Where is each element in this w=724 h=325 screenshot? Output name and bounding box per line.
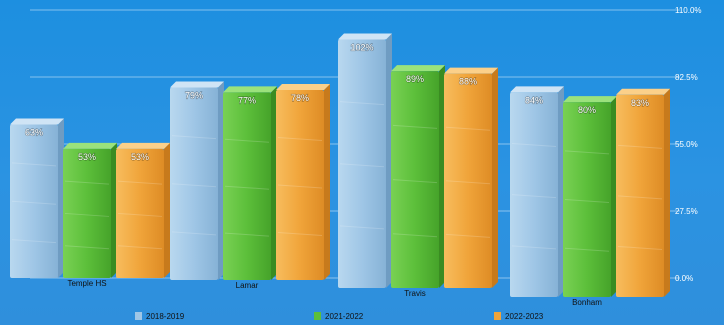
bar (563, 96, 617, 297)
legend-label: 2018-2019 (146, 312, 185, 321)
data-label: 102% (350, 42, 373, 52)
x-tick-label: Bonham (572, 298, 602, 307)
bar (338, 33, 392, 289)
data-label: 80% (578, 105, 596, 115)
data-label: 84% (525, 95, 543, 105)
legend-item: 2022-2023 (494, 312, 544, 321)
bar (510, 86, 564, 297)
bar (63, 142, 117, 278)
legend-swatch (135, 312, 142, 320)
data-label: 77% (238, 95, 256, 105)
bar (391, 65, 445, 288)
data-labels: 63% 53% 53% 79% 77% 78% 102% 89% 88% 84% 80% 83% (24, 42, 649, 163)
bars (10, 33, 670, 297)
data-label: 63% (25, 128, 43, 138)
bar (223, 86, 277, 281)
legend-label: 2021-2022 (325, 312, 364, 321)
legend: 2018-2019 2021-2022 2022-2023 (135, 312, 544, 321)
bar (116, 142, 170, 278)
bar (616, 88, 670, 297)
y-tick-label: 0.0% (675, 274, 693, 283)
x-tick-label: Temple HS (67, 279, 106, 288)
data-label: 78% (291, 93, 309, 103)
bar (170, 81, 224, 280)
legend-swatch (494, 312, 501, 320)
x-tick-label: Travis (404, 289, 425, 298)
bar (10, 118, 64, 278)
data-label: 83% (631, 98, 649, 108)
legend-item: 2018-2019 (135, 312, 185, 321)
legend-label: 2022-2023 (505, 312, 544, 321)
y-tick-label: 55.0% (675, 140, 698, 149)
y-axis: 0.0% 27.5% 55.0% 82.5% 110.0% (675, 6, 702, 283)
legend-item: 2021-2022 (314, 312, 364, 321)
legend-swatch (314, 312, 321, 320)
x-tick-label: Lamar (236, 281, 259, 290)
data-label: 53% (131, 152, 149, 162)
data-label: 79% (185, 91, 203, 101)
x-axis: Temple HS Lamar Travis Bonham (67, 279, 602, 307)
data-label: 53% (78, 152, 96, 162)
bar (276, 83, 330, 280)
y-tick-label: 82.5% (675, 73, 698, 82)
y-tick-label: 27.5% (675, 207, 698, 216)
data-label: 89% (406, 74, 424, 84)
y-tick-label: 110.0% (675, 6, 702, 15)
data-label: 88% (459, 77, 477, 87)
bar (444, 67, 498, 288)
